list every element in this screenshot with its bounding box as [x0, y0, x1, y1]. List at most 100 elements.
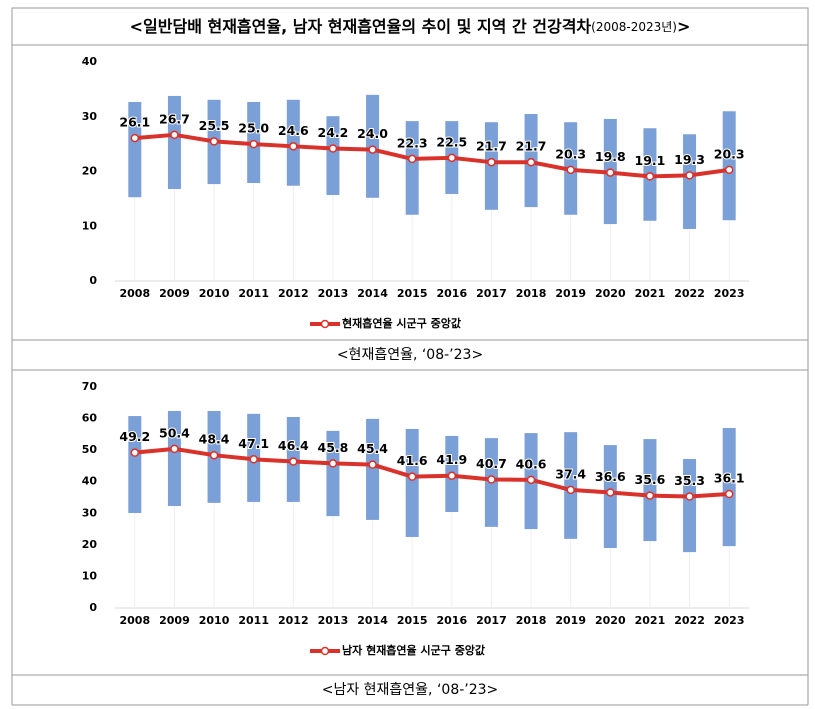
- x-tick-label: 2020: [595, 287, 626, 300]
- x-tick-label: 2016: [437, 614, 468, 627]
- median-marker: [249, 455, 258, 464]
- x-tick-label: 2013: [318, 614, 349, 627]
- value-label: 48.4: [199, 432, 230, 447]
- range-bar: [128, 101, 142, 198]
- y-tick-label: 20: [82, 538, 98, 551]
- page-title: <일반담배 현재흡연율, 남자 현재흡연율의 추이 및 지역 간 건강격차(20…: [130, 17, 691, 36]
- y-tick-label: 60: [82, 412, 98, 425]
- x-tick-label: 2023: [714, 614, 745, 627]
- legend-label: 남자 현재흡연율 시군구 중앙값: [342, 643, 485, 657]
- value-label: 22.3: [397, 135, 428, 150]
- median-marker: [566, 165, 575, 175]
- x-tick-label: 2009: [159, 287, 190, 300]
- x-tick-label: 2008: [120, 614, 151, 627]
- title-main: <일반담배 현재흡연율, 남자 현재흡연율의 추이 및 지역 간 건강격차: [130, 17, 592, 36]
- x-tick-label: 2019: [555, 287, 586, 300]
- value-label: 45.8: [318, 440, 349, 455]
- title-end: >: [677, 17, 690, 36]
- median-marker: [249, 139, 258, 149]
- legend-marker: [320, 319, 330, 329]
- y-tick-label: 30: [82, 110, 98, 123]
- x-tick-label: 2010: [199, 614, 230, 627]
- y-tick-label: 40: [82, 475, 98, 488]
- chart-caption: <남자 현재흡연율, ‘08-’23>: [322, 682, 499, 698]
- legend-marker: [320, 646, 330, 656]
- median-marker: [566, 485, 575, 495]
- median-marker: [526, 475, 536, 485]
- median-marker: [407, 472, 417, 481]
- x-tick-label: 2017: [476, 287, 507, 300]
- value-label: 24.2: [318, 125, 349, 140]
- value-label: 24.0: [357, 126, 388, 141]
- x-tick-label: 2015: [397, 287, 428, 300]
- value-label: 25.5: [199, 118, 230, 133]
- x-tick-label: 2019: [555, 614, 586, 627]
- median-marker: [447, 153, 457, 163]
- value-label: 49.2: [119, 429, 150, 444]
- median-marker: [289, 457, 298, 466]
- x-tick-label: 2013: [318, 287, 349, 300]
- x-tick-label: 2021: [635, 287, 666, 300]
- value-label: 26.7: [159, 111, 190, 126]
- median-marker: [170, 444, 179, 454]
- value-label: 21.7: [476, 139, 507, 154]
- value-label: 25.0: [238, 121, 269, 136]
- range-bar: [683, 134, 697, 229]
- title-years: (2008-2023년): [591, 20, 677, 34]
- value-label: 37.4: [555, 466, 586, 481]
- x-tick-label: 2020: [595, 614, 626, 627]
- median-marker: [606, 488, 615, 497]
- median-marker: [685, 492, 694, 501]
- y-tick-label: 20: [82, 165, 98, 178]
- value-label: 36.6: [595, 469, 626, 484]
- x-tick-label: 2011: [238, 614, 269, 627]
- median-marker: [407, 154, 417, 164]
- range-bar: [405, 121, 419, 215]
- median-marker: [526, 157, 536, 167]
- median-line: [134, 446, 730, 499]
- title-box: [11, 7, 809, 46]
- y-tick-label: 10: [82, 219, 98, 232]
- x-tick-label: 2017: [476, 614, 507, 627]
- median-marker: [368, 145, 377, 154]
- median-marker: [724, 165, 734, 175]
- median-marker: [130, 133, 140, 143]
- x-tick-label: 2016: [437, 287, 468, 300]
- median-marker: [685, 171, 694, 180]
- value-label: 20.3: [555, 146, 586, 161]
- value-label: 19.1: [635, 153, 666, 168]
- value-label: 50.4: [159, 425, 190, 440]
- range-bar: [643, 439, 657, 542]
- median-marker: [487, 157, 496, 167]
- median-marker: [645, 172, 655, 181]
- median-marker: [328, 144, 338, 153]
- value-label: 46.4: [278, 438, 309, 453]
- value-label: 35.3: [674, 473, 705, 488]
- range-bar: [326, 116, 340, 196]
- range-bar: [326, 430, 340, 517]
- legend-label: 현재흡연율 시군구 중앙값: [342, 316, 461, 330]
- range-bar: [564, 432, 578, 539]
- x-tick-label: 2014: [357, 287, 388, 300]
- y-tick-label: 0: [89, 274, 97, 287]
- x-tick-label: 2011: [238, 287, 269, 300]
- value-label: 21.7: [516, 139, 547, 154]
- median-marker: [487, 475, 496, 484]
- median-marker: [447, 471, 457, 480]
- x-tick-label: 2009: [159, 614, 190, 627]
- y-tick-label: 30: [82, 506, 98, 519]
- value-label: 35.6: [635, 472, 666, 487]
- chart-caption: <현재흡연율, ‘08-’23>: [337, 347, 483, 363]
- y-tick-label: 70: [82, 380, 98, 393]
- value-label: 20.3: [714, 146, 745, 161]
- range-bar: [167, 410, 181, 507]
- x-tick-label: 2022: [674, 614, 705, 627]
- x-tick-label: 2023: [714, 287, 745, 300]
- x-tick-label: 2022: [674, 287, 705, 300]
- value-label: 19.8: [595, 149, 626, 164]
- value-label: 36.1: [714, 471, 745, 486]
- median-marker: [328, 459, 338, 468]
- median-marker: [645, 491, 655, 500]
- x-tick-label: 2012: [278, 614, 309, 627]
